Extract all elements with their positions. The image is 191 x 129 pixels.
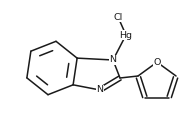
Text: Hg: Hg xyxy=(120,30,133,39)
Text: O: O xyxy=(153,58,161,67)
Text: N: N xyxy=(109,55,117,64)
Text: Cl: Cl xyxy=(113,13,123,22)
Text: N: N xyxy=(96,86,104,95)
